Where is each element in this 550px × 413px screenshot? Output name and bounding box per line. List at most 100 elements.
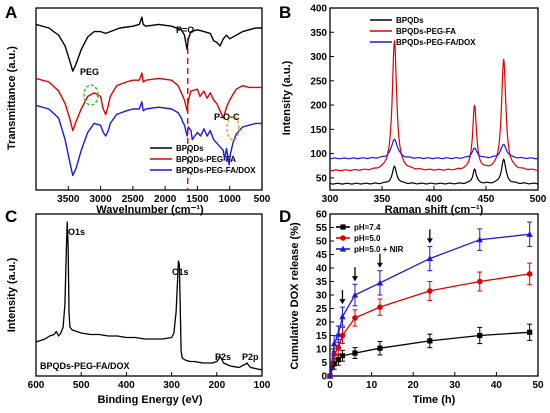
- release-data-point: [326, 372, 334, 379]
- nir-arrows: [339, 229, 433, 305]
- panel-d-ytick-label: 25: [316, 304, 328, 315]
- panel-b-ytick-label: 300: [310, 52, 327, 63]
- panel-a-ftir: 3500 3000 2500 2000 1500 1000 500 P=O PEG P-O-…: [6, 7, 271, 216]
- panel-a-xtick-label: 1500: [186, 194, 209, 205]
- panel-d-xtick-label: 30: [449, 380, 461, 391]
- release-data-point: [377, 345, 383, 351]
- release-data-point: [339, 353, 346, 359]
- panel-d-legend-marker: [339, 245, 347, 252]
- panel-b-xtick-label: 300: [322, 194, 339, 205]
- panel-b-xtick-label: 350: [374, 194, 391, 205]
- release-data-point: [426, 255, 434, 262]
- panel-b-xtick-label: 500: [530, 194, 547, 205]
- peak-label-c1s: C1s: [172, 267, 189, 277]
- panel-d-xtick-label: 10: [366, 380, 378, 391]
- release-data-point: [335, 344, 342, 351]
- panel-d-ytick-label: 15: [316, 331, 328, 342]
- panel-letter-c: C: [5, 207, 17, 226]
- annotation-p-o: P=O: [176, 25, 194, 35]
- annotation-peg: PEG: [80, 67, 99, 77]
- panel-a-xlabel: Wavelnumber (cm⁻¹): [96, 204, 204, 216]
- panel-d-ytick-label: 10: [316, 345, 328, 356]
- panel-d-ytick-label: 55: [316, 223, 328, 234]
- panel-b-legend-label: BPQDs-PEG-FA: [396, 27, 456, 36]
- panel-d-ytick-label: 40: [316, 264, 328, 275]
- panel-c-xtick-label: 100: [254, 380, 271, 391]
- panel-d-ytick-label: 45: [316, 250, 328, 261]
- peak-label-o1s: O1s: [68, 227, 85, 237]
- panel-d-ytick-label: 50: [316, 237, 328, 248]
- peak-label-p2p: P2p: [242, 352, 259, 362]
- panel-b-legend: BPQDs BPQDs-PEG-FA BPQDs-PEG-FA/DOX: [370, 16, 476, 47]
- release-data-point: [377, 304, 383, 310]
- ftir-series-line: [35, 101, 262, 177]
- panel-b-raman: 300 350 400 450 500 50 100 150 200 250 300 350 400 B…: [281, 4, 547, 217]
- raman-series-line: [330, 138, 539, 160]
- panel-b-ytick-label: 200: [310, 101, 327, 112]
- panel-d-xtick-label: 50: [532, 380, 544, 391]
- panel-d-legend: pH=7.4 pH=5.0 pH=5.0 + NIR: [336, 223, 404, 254]
- panel-c-frame: [35, 213, 263, 377]
- panel-d-ytick-label: 30: [316, 291, 328, 302]
- panel-d-ytick-label: 0: [321, 372, 327, 383]
- panel-b-ytick-label: 100: [310, 149, 327, 160]
- panel-a-legend-label: BPQDs-PEG-FA/DOX: [176, 166, 256, 175]
- panel-a-xtick-label: 1000: [219, 194, 242, 205]
- nir-arrow-head: [426, 238, 433, 244]
- release-data-point: [427, 338, 433, 344]
- release-data-point: [339, 313, 346, 320]
- panel-a-xtick-label: 2000: [154, 194, 177, 205]
- panel-d-xtick-label: 0: [327, 380, 333, 391]
- release-data-point: [526, 271, 533, 277]
- panel-d-ylabel: Cumulative DOX release (%): [289, 222, 301, 370]
- panel-a-xtick-label: 500: [254, 194, 271, 205]
- release-data-point: [330, 340, 338, 347]
- panel-a-xtick-label: 3000: [89, 194, 112, 205]
- release-data-point: [526, 230, 533, 237]
- release-data-point: [477, 332, 483, 339]
- peak-label-p2s: P2s: [215, 352, 231, 362]
- panel-b-ytick-label: 400: [310, 4, 327, 15]
- panel-d-ytick-label: 5: [321, 358, 327, 369]
- panel-b-legend-label: BPQDs-PEG-FA/DOX: [396, 38, 476, 47]
- release-data-point: [427, 288, 433, 294]
- sample-label-c: BPQDs-PEG-FA/DOX: [40, 361, 130, 371]
- panel-b-ylabel: Intensity (a.u.): [281, 60, 293, 135]
- panel-c-xps: 600 500 400 300 200 100 O1s C1s P2s P2p BPQDs…: [6, 213, 271, 406]
- panel-c-xtick-label: 500: [73, 380, 90, 391]
- release-data-point: [351, 291, 359, 298]
- release-data-point: [352, 315, 358, 321]
- nir-arrow-head: [339, 299, 346, 305]
- panel-d-legend-label: pH=7.4: [354, 223, 381, 232]
- panel-b-legend-label: BPQDs: [396, 16, 424, 25]
- panel-b-xtick-label: 400: [426, 194, 443, 205]
- release-data-point: [335, 357, 341, 363]
- panel-a-legend-label: BPQDs-PEG-FA: [176, 155, 236, 164]
- panel-b-ytick-label: 50: [316, 173, 328, 184]
- panel-a-xtick-label: 2500: [122, 194, 145, 205]
- panel-d-xlabel: Time (h): [413, 394, 456, 406]
- release-data-point: [527, 329, 533, 335]
- panel-b-xlabel: Raman shift (cm⁻¹): [385, 204, 484, 216]
- annotation-p-o-c: P-O-C: [214, 112, 240, 122]
- panel-c-xtick-label: 400: [118, 380, 135, 391]
- panel-d-legend-label: pH=5.0: [354, 234, 381, 243]
- peg-highlight-ellipse: [83, 84, 99, 106]
- release-data-point: [339, 332, 346, 339]
- panel-c-xtick-label: 200: [208, 380, 225, 391]
- panel-c-ylabel: Intensity (a.u.): [6, 257, 18, 332]
- panel-d-ytick-label: 60: [316, 210, 328, 221]
- release-data-point: [476, 278, 483, 285]
- panel-b-ytick-label: 250: [310, 76, 327, 87]
- panel-d-legend-label: pH=5.0 + NIR: [354, 245, 404, 254]
- panel-d-ytick-label: 35: [316, 277, 328, 288]
- panel-d-legend-marker: [340, 235, 346, 241]
- release-data-point: [352, 350, 358, 356]
- panel-letter-d: D: [279, 207, 291, 226]
- panel-d-legend-marker: [340, 224, 346, 230]
- raman-series-line: [329, 158, 539, 185]
- panel-a-legend: BPQDs BPQDs-PEG-FA BPQDs-PEG-FA/DOX: [150, 144, 256, 175]
- panel-a-frame: [35, 7, 263, 191]
- nir-arrow-head: [376, 262, 383, 268]
